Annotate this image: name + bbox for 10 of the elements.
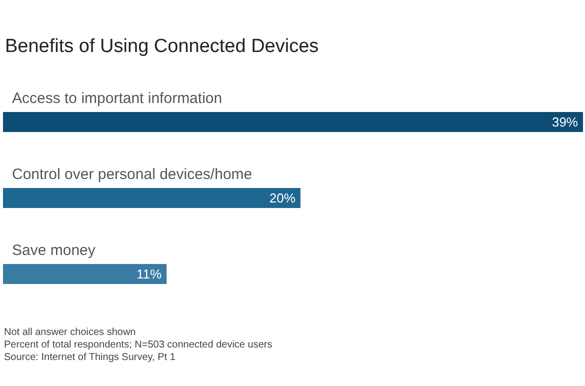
text: Percent of total respondents; N=503 connected device users bbox=[4, 340, 272, 350]
data-label: 11% bbox=[136, 266, 162, 282]
source-note: Source: Internet of Things Survey, Pt 1 bbox=[4, 352, 176, 363]
y-tick-label: Control over personal devices/home bbox=[12, 166, 252, 183]
data-label: 39% bbox=[552, 114, 578, 130]
y-tick-label: Access to important information bbox=[12, 90, 222, 107]
data-label: 20% bbox=[269, 190, 296, 206]
chart-title: Benefits of Using Connected Devices bbox=[5, 36, 319, 57]
text: Not all answer choices shown bbox=[4, 327, 136, 338]
y-tick-label: Save money bbox=[12, 242, 96, 259]
